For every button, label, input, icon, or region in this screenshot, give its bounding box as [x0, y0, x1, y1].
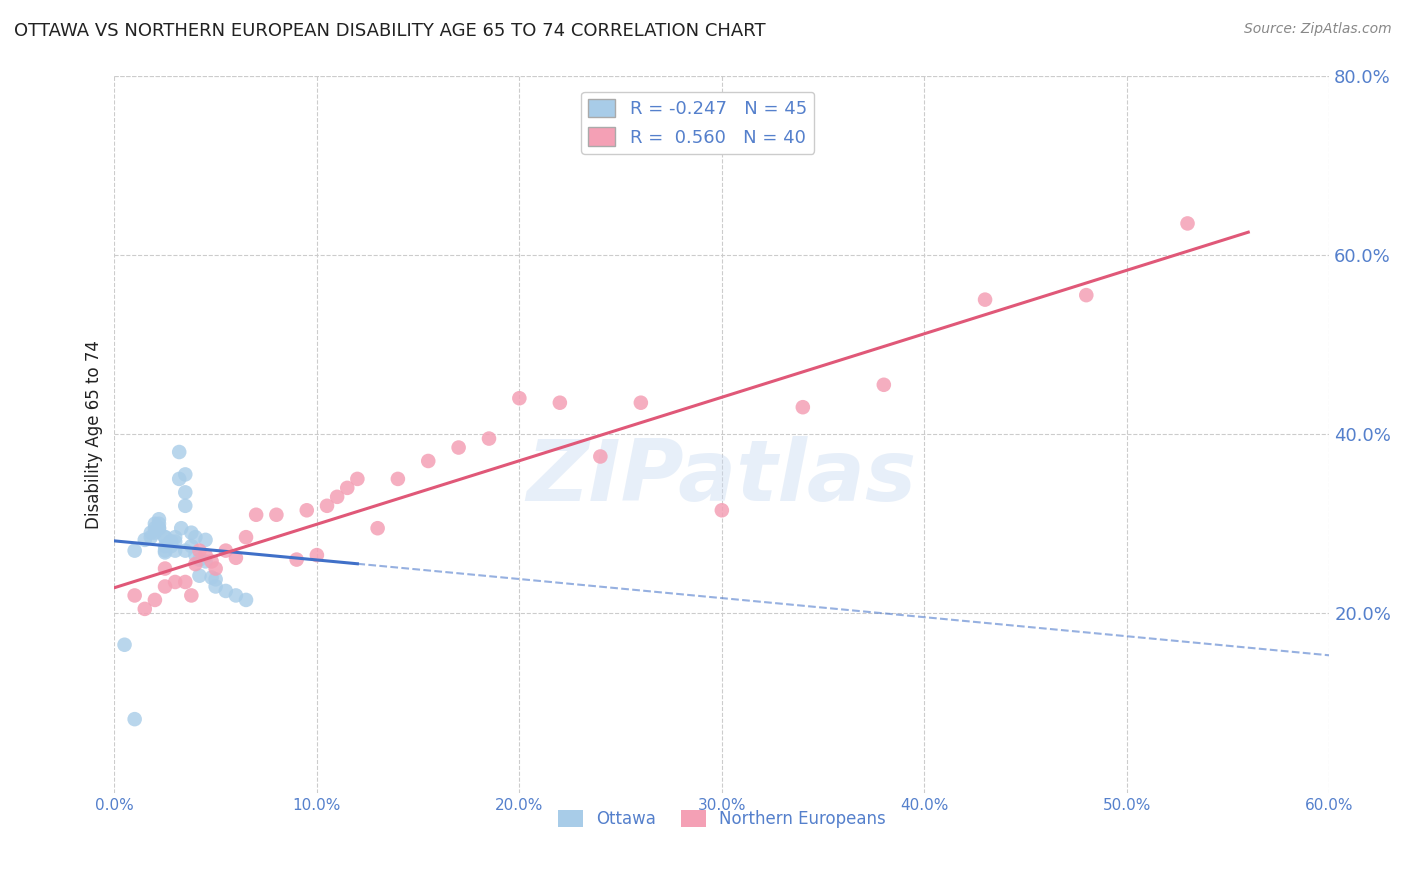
Text: OTTAWA VS NORTHERN EUROPEAN DISABILITY AGE 65 TO 74 CORRELATION CHART: OTTAWA VS NORTHERN EUROPEAN DISABILITY A… [14, 22, 766, 40]
Point [215, 543, 238, 558]
Point [139, 530, 162, 544]
Point [184, 557, 207, 571]
Point [174, 574, 197, 589]
Point [160, 534, 183, 549]
Point [174, 499, 197, 513]
Point [710, 503, 733, 517]
Point [200, 554, 222, 568]
Point [194, 533, 217, 547]
Point [447, 441, 470, 455]
Point [174, 485, 197, 500]
Point [174, 467, 197, 482]
Point [1177, 216, 1199, 230]
Point [160, 534, 183, 549]
Point [148, 516, 170, 531]
Point [148, 521, 170, 535]
Point [165, 543, 187, 558]
Point [215, 584, 238, 599]
Point [367, 521, 389, 535]
Point [974, 293, 997, 307]
Point [194, 548, 217, 562]
Point [188, 568, 211, 582]
Point [153, 545, 176, 559]
Point [418, 454, 440, 468]
Point [194, 554, 217, 568]
Point [167, 445, 190, 459]
Point [266, 508, 288, 522]
Point [170, 521, 193, 535]
Point [124, 712, 146, 726]
Text: ZIPatlas: ZIPatlas [527, 435, 917, 518]
Point [148, 521, 170, 535]
Point [630, 395, 652, 409]
Point [873, 377, 896, 392]
Point [336, 481, 359, 495]
Point [153, 530, 176, 544]
Point [153, 530, 176, 544]
Point [124, 589, 146, 603]
Point [174, 543, 197, 558]
Point [387, 472, 409, 486]
Point [1076, 288, 1098, 302]
Point [225, 589, 247, 603]
Point [225, 550, 247, 565]
Point [204, 572, 226, 586]
Point [167, 472, 190, 486]
Point [548, 395, 571, 409]
Point [235, 593, 257, 607]
Point [204, 561, 226, 575]
Point [188, 543, 211, 558]
Point [143, 593, 166, 607]
Point [143, 525, 166, 540]
Point [143, 521, 166, 535]
Point [792, 400, 814, 414]
Point [153, 579, 176, 593]
Point [153, 561, 176, 575]
Point [180, 589, 202, 603]
Y-axis label: Disability Age 65 to 74: Disability Age 65 to 74 [86, 340, 103, 529]
Point [165, 530, 187, 544]
Legend: Ottawa, Northern Europeans: Ottawa, Northern Europeans [551, 803, 893, 835]
Text: Source: ZipAtlas.com: Source: ZipAtlas.com [1244, 22, 1392, 37]
Point [316, 499, 339, 513]
Point [124, 543, 146, 558]
Point [188, 552, 211, 566]
Point [235, 530, 257, 544]
Point [165, 574, 187, 589]
Point [180, 539, 202, 553]
Point [508, 391, 530, 405]
Point [200, 570, 222, 584]
Point [245, 508, 267, 522]
Point [478, 432, 501, 446]
Point [134, 602, 156, 616]
Point [180, 525, 202, 540]
Point [589, 450, 612, 464]
Point [153, 539, 176, 553]
Point [305, 548, 328, 562]
Point [204, 579, 226, 593]
Point [295, 503, 318, 517]
Point [153, 543, 176, 558]
Point [134, 533, 156, 547]
Point [139, 525, 162, 540]
Point [184, 548, 207, 562]
Point [160, 539, 183, 553]
Point [326, 490, 349, 504]
Point [148, 512, 170, 526]
Point [184, 530, 207, 544]
Point [346, 472, 368, 486]
Point [165, 534, 187, 549]
Point [143, 516, 166, 531]
Point [114, 638, 136, 652]
Point [285, 552, 308, 566]
